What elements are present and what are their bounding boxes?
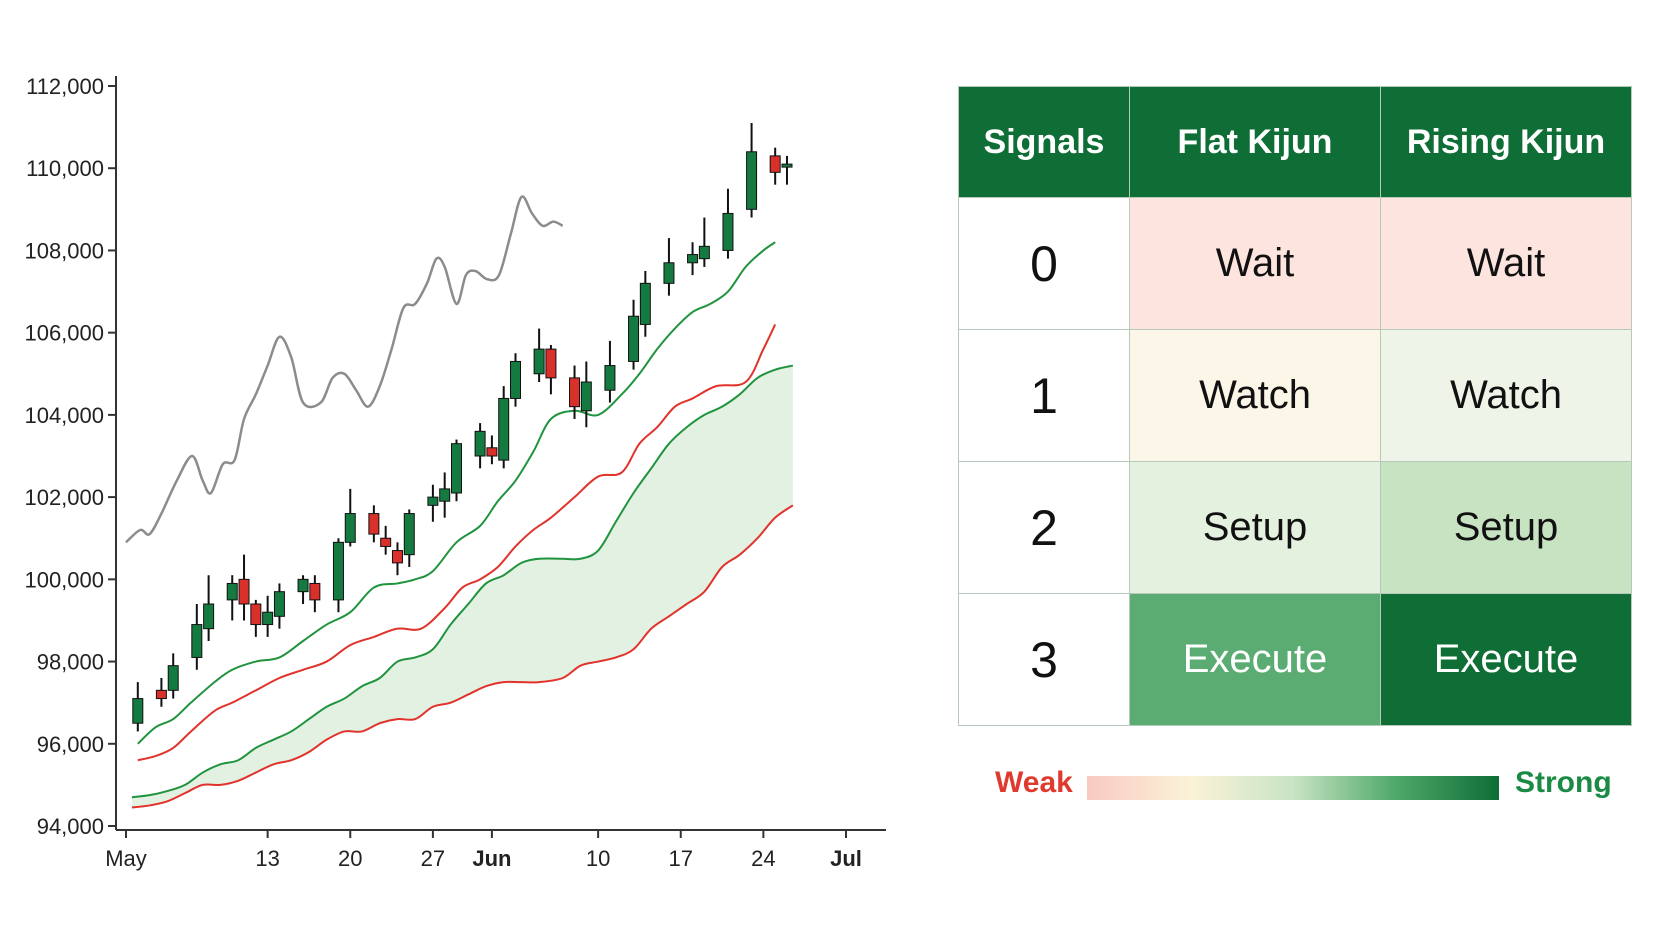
lines-layer [125,195,794,809]
x-tick-label: Jul [830,846,862,871]
y-tick-label: 108,000 [24,238,104,263]
bullish-candle [722,212,734,251]
bearish-candle [238,578,250,605]
axes [108,76,886,838]
bullish-candle [663,262,675,284]
bullish-candle [344,513,356,543]
lagging-span-line [125,195,564,544]
signal-count: 0 [958,197,1130,330]
rising-kijun-action: Setup [1380,461,1632,594]
bullish-candle [262,611,274,626]
bullish-candle [167,665,179,691]
x-tick-label: 10 [586,846,610,871]
strength-gradient-bar [1087,776,1499,800]
legend-strong-label: Strong [1515,766,1612,799]
x-tick-label: 27 [421,846,445,871]
table-row: 3 Execute Execute [958,593,1632,726]
tick-labels: 112,000 110,000 108,000 106,000 104,000 102,0… [24,74,861,871]
rising-kijun-action: Watch [1380,329,1632,462]
kumo-cloud [131,365,793,808]
signal-count: 1 [958,329,1130,462]
flat-kijun-action: Execute [1129,593,1381,726]
bullish-candle [698,245,710,260]
rising-kijun-action: Execute [1380,593,1632,726]
y-tick-label: 94,000 [37,814,104,839]
header-signals: Signals [958,86,1130,198]
bullish-candle [439,488,451,502]
signal-count: 2 [958,461,1130,594]
bullish-candle [533,348,545,375]
x-tick-label: May [105,846,147,871]
senkou-span-b-line [131,504,794,809]
y-tick-label: 112,000 [26,74,104,99]
flat-kijun-action: Wait [1129,197,1381,330]
flat-kijun-action: Setup [1129,461,1381,594]
bullish-candle [687,254,699,264]
bullish-candle [226,582,238,601]
strength-legend: Weak Strong [995,766,1615,810]
bullish-candle [132,698,144,724]
x-tick-label: 24 [751,846,775,871]
x-tick-label: 20 [338,846,362,871]
bullish-candle [604,365,616,391]
bullish-candle [332,541,344,601]
bullish-candle [191,624,203,658]
x-tick-label: 13 [255,846,279,871]
bullish-candle [628,315,640,362]
y-tick-label: 98,000 [37,650,104,675]
bearish-candle [545,348,557,379]
bullish-candle [746,151,758,210]
bullish-candle [403,513,415,556]
x-tick-label: 17 [669,846,693,871]
y-tick-label: 106,000 [24,321,104,346]
signal-table: Signals Flat Kijun Rising Kijun 0 Wait W… [958,86,1632,726]
signal-count: 3 [958,593,1130,726]
bullish-candle [781,163,793,168]
bullish-candle [510,360,522,399]
bearish-candle [380,537,392,547]
bullish-candle [297,578,309,593]
bearish-candle [309,582,321,601]
y-tick-label: 102,000 [24,485,104,510]
bearish-candle [391,550,403,564]
cloud-layer [131,365,793,808]
y-tick-label: 100,000 [24,567,104,592]
x-tick-label: Jun [472,846,511,871]
bearish-candle [486,447,498,457]
bullish-candle [474,430,486,457]
bullish-candle [639,282,651,325]
bullish-candle [498,397,510,461]
rising-kijun-action: Wait [1380,197,1632,330]
y-tick-label: 110,000 [26,156,104,181]
candles-layer [132,123,793,732]
green-line [137,241,776,745]
bullish-candle [203,603,215,630]
y-tick-label: 96,000 [37,732,104,757]
table-row: 0 Wait Wait [958,197,1632,330]
header-rising-kijun: Rising Kijun [1380,86,1632,198]
bearish-candle [569,377,581,408]
table-row: 2 Setup Setup [958,461,1632,594]
bullish-candle [427,496,439,506]
bearish-candle [155,689,167,700]
chart-svg: 112,000 110,000 108,000 106,000 104,000 102,0… [24,74,886,871]
flat-kijun-action: Watch [1129,329,1381,462]
senkou-span-a-line [131,364,794,799]
ichimoku-chart: 112,000 110,000 108,000 106,000 104,000 102,0… [24,74,886,871]
bearish-candle [769,155,781,173]
bullish-candle [580,381,592,412]
legend-weak-label: Weak [995,766,1073,799]
bullish-candle [273,591,285,617]
bullish-candle [450,443,462,494]
bearish-candle [250,603,262,626]
table-header-row: Signals Flat Kijun Rising Kijun [958,86,1632,198]
header-flat-kijun: Flat Kijun [1129,86,1381,198]
table-row: 1 Watch Watch [958,329,1632,462]
bearish-candle [368,513,380,535]
y-tick-label: 104,000 [24,403,104,428]
red-line [137,324,777,762]
